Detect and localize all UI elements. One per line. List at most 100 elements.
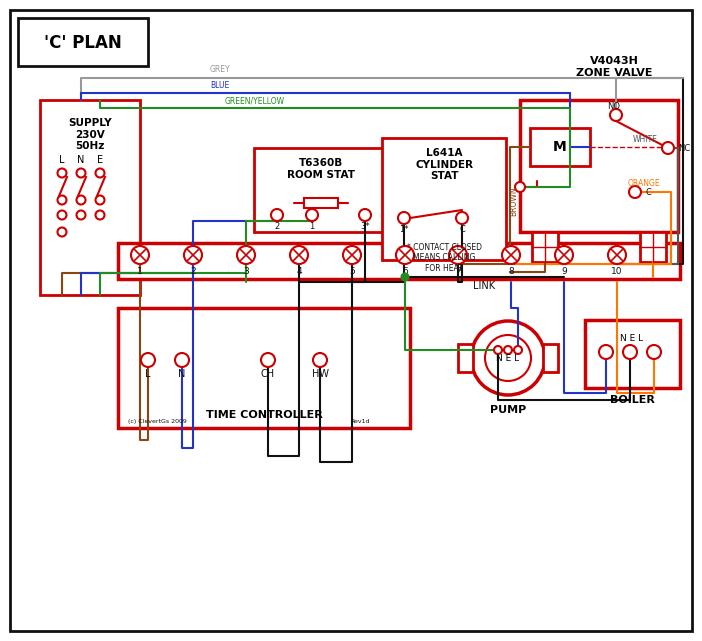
Text: BROWN: BROWN — [510, 186, 519, 216]
Text: * CONTACT CLOSED
MEANS CALLING
FOR HEAT: * CONTACT CLOSED MEANS CALLING FOR HEAT — [406, 243, 482, 273]
Circle shape — [77, 169, 86, 178]
Text: N: N — [77, 155, 85, 165]
Circle shape — [514, 346, 522, 354]
Circle shape — [184, 246, 202, 264]
Circle shape — [494, 346, 502, 354]
Circle shape — [629, 186, 641, 198]
Circle shape — [175, 353, 189, 367]
Circle shape — [306, 209, 318, 221]
Text: LINK: LINK — [473, 281, 495, 291]
Circle shape — [77, 210, 86, 219]
Circle shape — [95, 169, 105, 178]
Bar — [520, 100, 678, 232]
Bar — [458, 344, 473, 372]
Text: T6360B
ROOM STAT: T6360B ROOM STAT — [287, 158, 355, 179]
Text: N: N — [178, 369, 186, 379]
Circle shape — [77, 196, 86, 204]
Bar — [585, 320, 680, 388]
Circle shape — [313, 353, 327, 367]
Text: N E L: N E L — [621, 333, 644, 342]
Circle shape — [485, 335, 531, 381]
Circle shape — [95, 196, 105, 204]
Text: HW: HW — [312, 369, 329, 379]
Circle shape — [398, 212, 410, 224]
Text: C: C — [645, 188, 651, 197]
Circle shape — [471, 321, 545, 395]
Circle shape — [58, 210, 67, 219]
Text: PUMP: PUMP — [490, 405, 526, 415]
Text: V4043H
ZONE VALVE: V4043H ZONE VALVE — [576, 56, 652, 78]
Text: 7: 7 — [455, 267, 461, 276]
Text: 4: 4 — [296, 267, 302, 276]
Text: L641A
CYLINDER
STAT: L641A CYLINDER STAT — [415, 148, 473, 181]
Text: 1*: 1* — [399, 224, 409, 233]
Text: NC: NC — [678, 144, 690, 153]
Text: BOILER: BOILER — [609, 395, 654, 405]
Circle shape — [343, 246, 361, 264]
Bar — [40, 100, 140, 295]
Circle shape — [396, 246, 414, 264]
Text: CH: CH — [261, 369, 275, 379]
Text: L: L — [145, 369, 151, 379]
Circle shape — [58, 228, 67, 237]
Text: Rev1d: Rev1d — [350, 419, 369, 424]
Circle shape — [131, 246, 149, 264]
Text: 9: 9 — [561, 267, 567, 276]
Text: 3: 3 — [243, 267, 249, 276]
Text: 1: 1 — [310, 222, 314, 231]
Text: WHITE: WHITE — [633, 135, 658, 144]
Circle shape — [402, 274, 409, 281]
Bar — [254, 148, 388, 232]
Bar — [640, 232, 666, 262]
Circle shape — [623, 345, 637, 359]
Circle shape — [58, 169, 67, 178]
Circle shape — [95, 210, 105, 219]
Text: (c) ClevertGs 2009: (c) ClevertGs 2009 — [128, 419, 187, 424]
Text: L: L — [59, 155, 65, 165]
Circle shape — [502, 246, 520, 264]
Circle shape — [504, 346, 512, 354]
Bar — [118, 308, 410, 428]
Text: 2: 2 — [190, 267, 196, 276]
Text: 2: 2 — [274, 222, 279, 231]
Text: GREEN/YELLOW: GREEN/YELLOW — [225, 96, 285, 105]
Text: ORANGE: ORANGE — [628, 179, 661, 188]
Bar — [304, 198, 338, 208]
Text: GREY: GREY — [210, 65, 231, 74]
Text: 8: 8 — [508, 267, 514, 276]
Bar — [18, 18, 148, 66]
Circle shape — [555, 246, 573, 264]
Text: N E L: N E L — [496, 353, 519, 363]
Bar — [382, 138, 506, 260]
Circle shape — [237, 246, 255, 264]
Text: 1: 1 — [137, 267, 143, 276]
Circle shape — [610, 109, 622, 121]
Text: M: M — [553, 140, 567, 154]
Circle shape — [58, 196, 67, 204]
Text: BLUE: BLUE — [210, 81, 230, 90]
Circle shape — [449, 246, 467, 264]
Circle shape — [515, 182, 525, 192]
Circle shape — [599, 345, 613, 359]
Text: SUPPLY
230V
50Hz: SUPPLY 230V 50Hz — [68, 118, 112, 151]
Text: 3*: 3* — [360, 222, 370, 231]
Text: 10: 10 — [611, 267, 623, 276]
Circle shape — [456, 212, 468, 224]
Circle shape — [271, 209, 283, 221]
Bar — [532, 232, 558, 262]
Circle shape — [359, 209, 371, 221]
Circle shape — [647, 345, 661, 359]
Text: 'C' PLAN: 'C' PLAN — [44, 34, 122, 52]
Text: E: E — [97, 155, 103, 165]
Circle shape — [141, 353, 155, 367]
Text: TIME CONTROLLER: TIME CONTROLLER — [206, 410, 322, 420]
Circle shape — [608, 246, 626, 264]
Circle shape — [261, 353, 275, 367]
Bar — [543, 344, 558, 372]
Bar — [118, 243, 680, 279]
Text: C: C — [459, 224, 465, 233]
Bar — [530, 128, 590, 166]
Circle shape — [290, 246, 308, 264]
Text: NO: NO — [607, 101, 621, 110]
Circle shape — [662, 142, 674, 154]
